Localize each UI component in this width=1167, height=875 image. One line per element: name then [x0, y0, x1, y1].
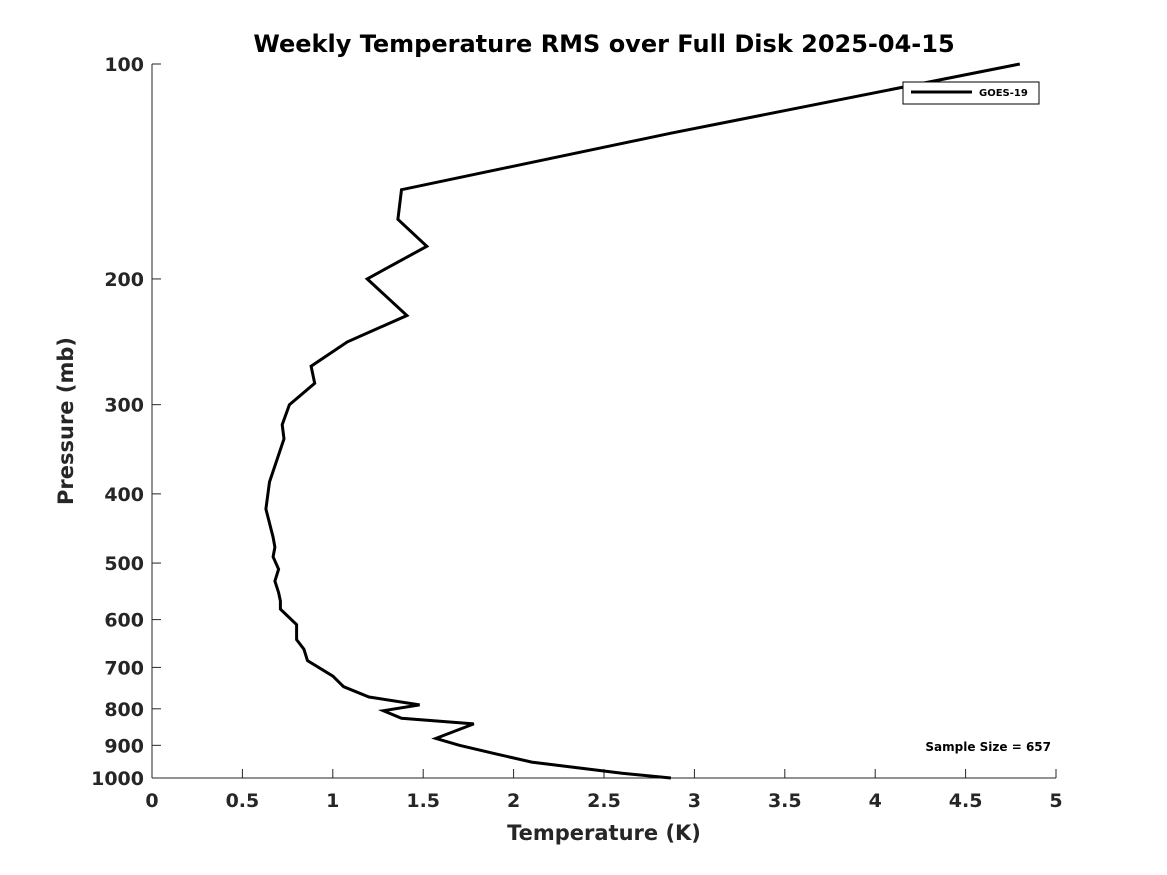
legend: GOES-19	[902, 81, 1040, 105]
legend-label-goes-19: GOES-19	[979, 88, 1028, 99]
plot-axes	[151, 64, 1056, 779]
y-axis-ticks: 100 200 300 400 500 600 700 800 900 1000	[91, 54, 161, 790]
y-tick-label: 200	[104, 269, 144, 291]
x-axis-ticks: 0 0.5 1 1.5 2 2.5 3 3.5 4 4.5 5	[145, 769, 1063, 812]
chart-title: Weekly Temperature RMS over Full Disk 20…	[253, 30, 954, 58]
x-tick-label: 0.5	[226, 790, 260, 812]
x-tick-label: 3.5	[768, 790, 802, 812]
x-tick-label: 2.5	[587, 790, 621, 812]
sample-size-annotation: Sample Size = 657	[925, 740, 1051, 754]
x-tick-label: 0	[145, 790, 158, 812]
y-tick-label: 900	[104, 735, 144, 757]
y-tick-label: 600	[104, 610, 144, 632]
series-layer	[264, 62, 1021, 780]
y-tick-label: 400	[104, 484, 144, 506]
y-tick-label: 1000	[91, 768, 144, 790]
x-tick-label: 1.5	[406, 790, 440, 812]
x-tick-label: 2	[507, 790, 520, 812]
x-tick-label: 4	[869, 790, 882, 812]
x-tick-label: 1	[326, 790, 339, 812]
y-tick-label: 300	[104, 395, 144, 417]
y-axis-label: Pressure (mb)	[54, 337, 78, 505]
series-line-goes-19	[264, 62, 1021, 780]
x-tick-label: 4.5	[949, 790, 983, 812]
x-axis-label: Temperature (K)	[507, 821, 701, 845]
y-tick-label: 700	[104, 657, 144, 679]
y-tick-label: 800	[104, 699, 144, 721]
y-tick-label: 100	[104, 54, 144, 76]
x-tick-label: 3	[688, 790, 701, 812]
y-tick-label: 500	[104, 553, 144, 575]
x-tick-label: 5	[1049, 790, 1062, 812]
